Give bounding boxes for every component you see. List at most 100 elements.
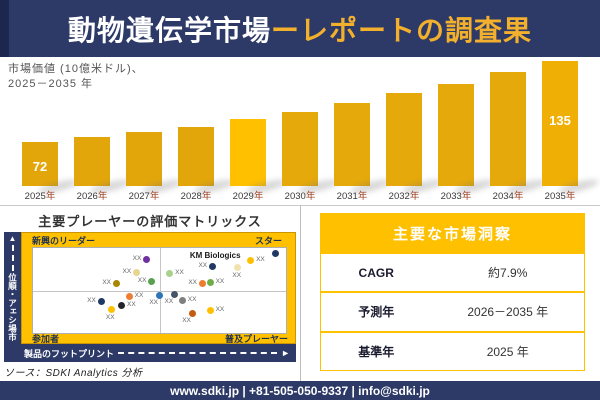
bar-2029年: [230, 119, 266, 186]
player-label: XX: [132, 255, 142, 263]
row-label-base-year: 基準年: [358, 344, 395, 359]
row-value-cagr: 約7.9%: [488, 266, 528, 281]
player-label: XX: [122, 268, 132, 276]
highlight-company-label: KM Biologics: [189, 250, 241, 260]
bar-chart: 72 135: [22, 56, 578, 186]
header-banner: 動物遺伝学市場 ーレポートの調査果: [0, 0, 600, 57]
player-label: XX: [134, 291, 144, 299]
chart-axis-title-line2: 2025－2035 年: [8, 78, 93, 91]
x-axis-label: 2035年: [544, 191, 576, 202]
x-axis-label: 2031年: [336, 191, 368, 202]
player-dot: XX: [198, 262, 217, 271]
player-label: XX: [198, 262, 208, 270]
bar-2035年: 135: [542, 61, 578, 186]
player-dot: XX: [123, 268, 141, 277]
player-label: XX: [215, 277, 225, 285]
player-label: XX: [187, 296, 197, 304]
bar-2033年: [438, 84, 474, 186]
row-value-base-year: 2025 年: [486, 344, 529, 359]
player-label: XX: [105, 313, 115, 321]
bar-2025年: 72: [22, 142, 58, 186]
player-dot: XX: [87, 297, 105, 306]
y-axis-dashed-line: [11, 245, 14, 271]
bar-value-label: 135: [549, 113, 571, 128]
quadrant-label-participants: 参加者: [32, 334, 60, 344]
table-row-base-year: 基準年 2025 年: [321, 332, 584, 370]
player-label: XX: [232, 272, 242, 280]
x-axis-label: 2030年: [284, 191, 316, 202]
quadrant-label-star: スター: [254, 236, 282, 246]
player-dot: XX: [188, 279, 206, 288]
player-dot: XX: [182, 309, 196, 324]
player-label: XX: [127, 301, 136, 309]
player-dot: XX: [166, 269, 184, 277]
footer-contact-bar: www.sdki.jp | +81-505-050-9337 | info@sd…: [0, 381, 600, 400]
x-axis-label: 2034年: [492, 191, 524, 202]
page-title-highlight: ーレポートの調査果: [271, 14, 533, 46]
player-dot: XX: [206, 306, 224, 315]
matrix-horizontal-gridline: [33, 290, 286, 292]
source-note: ソース：SDKI Analytics 分析: [4, 368, 143, 379]
player-dot: XX: [118, 301, 136, 310]
player-label: XX: [149, 299, 158, 307]
vertical-divider: [300, 205, 301, 381]
x-axis-dashed-line: [118, 352, 278, 354]
player-label: XX: [102, 279, 111, 287]
arrow-up-icon: ▲: [8, 234, 17, 243]
player-dot: XX: [232, 264, 242, 279]
row-label-forecast-years: 予測年: [358, 305, 395, 320]
matrix-x-axis: 製品のフットプリント ►: [4, 344, 296, 362]
row-label-cagr: CAGR: [358, 265, 394, 280]
matrix-plot: KM Biologics XX XX XX XX XX XX XX XX XX XX XX XX XX X…: [32, 247, 287, 334]
x-axis-label: 2032年: [388, 191, 420, 202]
player-dot: XX: [125, 292, 143, 300]
matrix-y-axis: ▲ 位順・アェシ場市: [4, 232, 21, 362]
player-label: XX: [182, 316, 191, 324]
player-dot: [272, 250, 280, 258]
bar-2026年: [74, 137, 110, 186]
matrix-y-axis-label: 位順・アェシ場市: [7, 273, 18, 341]
player-dot: XX: [247, 256, 265, 265]
bar-2028年: [178, 127, 214, 186]
x-axis-label: 2029年: [232, 191, 264, 202]
bar-2032年: [386, 93, 422, 186]
x-axis-label: 2026年: [76, 191, 108, 202]
bar-2027年: [126, 132, 162, 186]
player-label: XX: [175, 269, 184, 276]
bar-2030年: [282, 112, 318, 186]
player-dot: XX: [138, 277, 156, 285]
player-dot: XX: [133, 255, 151, 264]
table-row-forecast-years: 予測年 2026－2035 年: [321, 293, 584, 333]
chart-axis-title: 市場価値 (10億米ドル)、 2025－2035 年: [8, 62, 144, 93]
page-title: 動物遺伝学市場 ーレポートの調査果: [0, 0, 600, 57]
matrix-title: 主要プレーヤーの評価マトリックス: [38, 214, 262, 229]
player-label: XX: [188, 279, 197, 287]
player-dot: XX: [106, 305, 115, 321]
quadrant-label-pervasive-players: 普及プレーヤー: [224, 334, 288, 344]
x-axis-label: 2033年: [440, 191, 472, 202]
header-accent-block: [0, 0, 9, 57]
bar-2034年: [490, 72, 526, 186]
x-axis-labels: 2025年 2026年 2027年 2028年 2029年 2030年 2031年 2032年…: [22, 188, 578, 202]
player-label: XX: [256, 256, 265, 264]
player-dot: XX: [206, 278, 224, 286]
arrow-right-icon: ►: [281, 347, 290, 358]
x-axis-label: 2027年: [128, 191, 160, 202]
x-axis-label: 2025年: [24, 191, 56, 202]
player-label: XX: [137, 276, 147, 284]
player-label: XX: [87, 297, 96, 305]
player-dot: XX: [178, 296, 196, 305]
insights-header: 主要な市場洞察: [320, 213, 585, 253]
bar-2031年: [334, 103, 370, 186]
row-value-forecast-years: 2026－2035 年: [467, 305, 549, 320]
insights-table: CAGR 約7.9% 予測年 2026－2035 年 基準年 2025 年: [320, 253, 585, 371]
player-label: XX: [215, 306, 225, 314]
x-axis-label: 2028年: [180, 191, 212, 202]
player-dot: XX: [165, 291, 179, 305]
quadrant-label-emerging-leaders: 新興のリーダー: [32, 236, 96, 246]
chart-axis-title-line1: 市場価値 (10億米ドル)、: [8, 63, 144, 75]
table-row-cagr: CAGR 約7.9%: [321, 254, 584, 294]
player-dot: XX: [102, 279, 120, 288]
bar-value-label: 72: [32, 159, 48, 174]
